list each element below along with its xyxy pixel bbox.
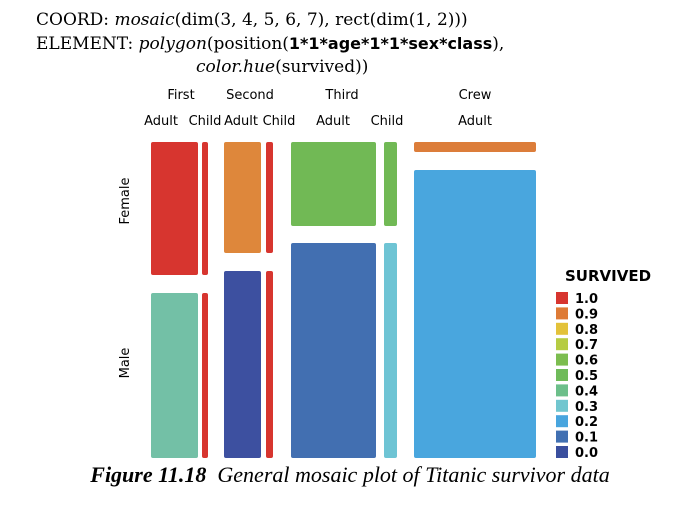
spec-line-color: color.hue(survived))	[196, 57, 368, 77]
tile-second-child-male	[266, 271, 273, 458]
spec-line-element: ELEMENT: polygon(position(1*1*age*1*1*se…	[36, 34, 504, 54]
spec-coord-func: mosaic	[114, 10, 175, 30]
age-label-second-child: Child	[263, 114, 296, 129]
age-label-third-child: Child	[371, 114, 404, 129]
class-label-third: Third	[324, 88, 358, 103]
legend-label-0-3: 0.3	[575, 400, 598, 415]
caption-text: General mosaic plot of Titanic survivor …	[217, 462, 610, 487]
tile-crew-adult-female	[414, 142, 536, 152]
legend-label-0-6: 0.6	[575, 354, 598, 369]
legend-label-1-0: 1.0	[575, 292, 598, 307]
spec-color-args: (survived))	[275, 57, 369, 77]
spec-element-func: polygon	[138, 34, 207, 54]
tile-first-adult-male	[151, 293, 198, 458]
legend-swatch-0-6	[556, 353, 568, 366]
age-label-third-adult: Adult	[316, 114, 350, 129]
legend-label-0-0: 0.0	[575, 446, 598, 461]
legend-label-0-7: 0.7	[575, 338, 598, 353]
tile-third-child-female	[384, 142, 397, 226]
tile-second-adult-male	[224, 271, 261, 458]
spec-color-func: color.hue	[196, 57, 276, 77]
age-label-crew-adult: Adult	[458, 114, 492, 129]
class-label-first: First	[167, 88, 194, 103]
legend-label-0-5: 0.5	[575, 369, 598, 384]
sex-label-male: Male	[118, 348, 133, 379]
figure-caption: Figure 11.18 General mosaic plot of Tita…	[0, 462, 700, 488]
age-label-second-adult: Adult	[224, 114, 258, 129]
tile-third-adult-male	[291, 243, 376, 458]
legend-swatch-0-7	[556, 338, 568, 351]
legend-swatch-0-4	[556, 384, 568, 397]
spec-element-close: ),	[492, 34, 505, 54]
legend-label-0-4: 0.4	[575, 384, 598, 399]
sex-label-female: Female	[118, 177, 133, 224]
legend-label-0-1: 0.1	[575, 431, 598, 446]
spec-coord-prefix: COORD:	[36, 10, 115, 30]
legend-label-0-9: 0.9	[575, 307, 598, 322]
age-label-first-child: Child	[189, 114, 222, 129]
spec-line-coord: COORD: mosaic(dim(3, 4, 5, 6, 7), rect(d…	[36, 10, 468, 30]
tile-third-adult-female	[291, 142, 376, 226]
legend-swatch-0-9	[556, 307, 568, 320]
legend-label-0-2: 0.2	[575, 415, 598, 430]
caption-label: Figure 11.18	[90, 462, 207, 487]
class-label-second: Second	[226, 88, 274, 103]
legend-swatch-0-2	[556, 415, 568, 428]
tile-first-child-male	[202, 293, 208, 458]
spec-element-expr: 1*1*age*1*1*sex*class	[288, 34, 493, 53]
tile-first-child-female	[202, 142, 208, 275]
legend-swatch-0-0	[556, 446, 568, 458]
tile-third-child-male	[384, 243, 397, 458]
legend-label-0-8: 0.8	[575, 323, 598, 338]
legend-swatch-0-3	[556, 399, 568, 412]
spec-element-open: (position(	[206, 34, 289, 54]
legend-swatch-1-0	[556, 292, 568, 304]
tile-crew-adult-male	[414, 170, 536, 458]
legend-swatch-0-1	[556, 430, 568, 443]
class-label-crew: Crew	[459, 88, 492, 103]
tile-second-child-female	[266, 142, 273, 253]
age-label-first-adult: Adult	[144, 114, 178, 129]
spec-coord-rest: (dim(3, 4, 5, 6, 7), rect(dim(1, 2)))	[174, 10, 468, 30]
tile-second-adult-female	[224, 142, 261, 253]
tile-first-adult-female	[151, 142, 198, 275]
legend-title: SURVIVED	[565, 267, 651, 285]
legend-swatch-0-8	[556, 322, 568, 335]
legend-swatch-0-5	[556, 369, 568, 381]
spec-element-prefix: ELEMENT:	[36, 34, 139, 54]
